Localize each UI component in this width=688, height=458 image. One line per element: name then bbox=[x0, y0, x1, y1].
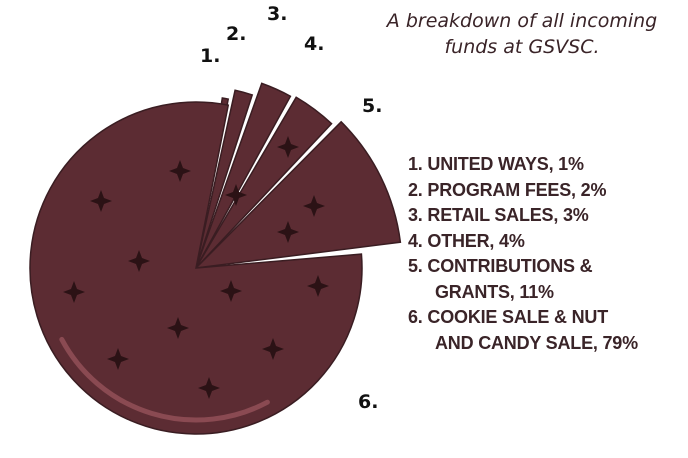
slice-number-label-4: 4. bbox=[304, 33, 324, 55]
pie-slice-2 bbox=[195, 89, 254, 269]
cookie-dot-9 bbox=[262, 338, 284, 360]
slice-number-label-6: 6. bbox=[358, 391, 378, 413]
pie-slice-6 bbox=[29, 101, 363, 435]
cookie-dot-14 bbox=[225, 184, 247, 206]
cookie-dot-7 bbox=[198, 377, 220, 399]
legend-entry-1: 1. UNITED WAYS, 1% bbox=[408, 152, 638, 178]
legend-entry-5-text-line-2: GRANTS, 11% bbox=[435, 281, 554, 302]
legend-entry-2: 2. PROGRAM FEES, 2% bbox=[408, 178, 638, 204]
cookie-dot-11 bbox=[277, 136, 299, 158]
legend-entry-1-text: 1. UNITED WAYS, 1% bbox=[408, 154, 584, 174]
slice-number-label-3: 3. bbox=[267, 3, 287, 25]
cookie-dot-6 bbox=[107, 348, 129, 370]
cookie-dot-12 bbox=[303, 195, 325, 217]
cookie-dot-3 bbox=[128, 250, 150, 272]
legend-entry-3-text: 3. RETAIL SALES, 3% bbox=[408, 205, 589, 225]
slice-number-label-5: 5. bbox=[362, 95, 382, 117]
slice-number-label-2: 2. bbox=[226, 23, 246, 45]
legend-entry-4: 4. OTHER, 4% bbox=[408, 229, 638, 255]
cookie-dot-10 bbox=[307, 275, 329, 297]
pie-slice-5 bbox=[193, 120, 402, 270]
legend-entry-5: 5. CONTRIBUTIONS & GRANTS, 11% bbox=[408, 254, 638, 305]
subtitle-line-2: funds at GSVSC. bbox=[444, 36, 600, 58]
legend-entry-2-text: 2. PROGRAM FEES, 2% bbox=[408, 179, 607, 200]
legend-entry-3: 3. RETAIL SALES, 3% bbox=[408, 203, 638, 229]
legend-entry-6: 6. COOKIE SALE & NUT AND CANDY SALE, 79% bbox=[408, 305, 638, 356]
cookie-dot-5 bbox=[167, 317, 189, 339]
cookie-dot-2 bbox=[90, 190, 112, 212]
cookie-dot-4 bbox=[63, 281, 85, 303]
cookie-highlight-arc bbox=[59, 336, 270, 423]
cookie-dot-13 bbox=[277, 221, 299, 243]
subtitle-line-1: A breakdown of all incoming bbox=[386, 10, 658, 32]
cookie-dot-1 bbox=[169, 160, 191, 182]
pie-slice-3 bbox=[195, 82, 292, 269]
pie-slice-4 bbox=[195, 96, 333, 269]
slice-number-label-1: 1. bbox=[200, 45, 220, 67]
legend-entry-6-text-line-2: AND CANDY SALE, 79% bbox=[435, 332, 638, 353]
cookie-dot-8 bbox=[220, 280, 242, 302]
chart-legend: 1. UNITED WAYS, 1% 2. PROGRAM FEES, 2% 3… bbox=[408, 152, 638, 356]
legend-entry-6-text-line-1: 6. COOKIE SALE & NUT bbox=[408, 307, 609, 327]
chart-subtitle: A breakdown of all incoming funds at GSV… bbox=[356, 8, 688, 60]
legend-entry-4-text: 4. OTHER, 4% bbox=[408, 230, 525, 251]
legend-entry-5-text-line-1: 5. CONTRIBUTIONS & bbox=[408, 256, 593, 276]
